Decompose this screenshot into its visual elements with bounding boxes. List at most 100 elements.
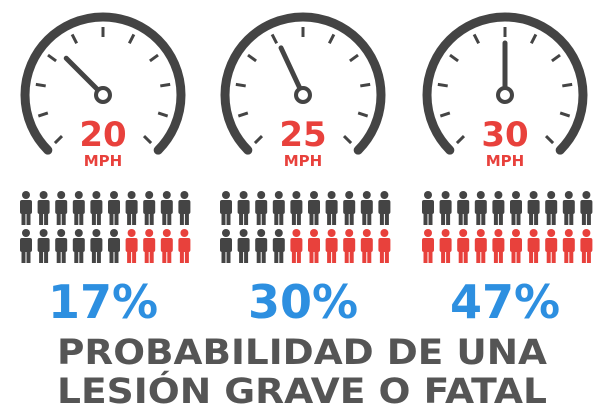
person-leg: [362, 250, 366, 263]
person-leg: [222, 212, 226, 225]
person-head: [275, 191, 283, 199]
person: [55, 191, 67, 225]
person-leg: [367, 250, 371, 263]
person: [563, 229, 575, 263]
person-leg: [227, 250, 231, 263]
person-leg: [529, 250, 533, 263]
person-body: [475, 238, 487, 252]
person-head: [380, 191, 388, 199]
gauge-tick: [474, 34, 479, 43]
person-body: [55, 238, 67, 252]
person-leg: [547, 250, 551, 263]
person-body: [492, 238, 504, 252]
gauge-tick: [531, 34, 536, 43]
person: [492, 191, 504, 225]
person-body: [580, 238, 592, 252]
gauge-tick: [457, 136, 464, 143]
person-body: [178, 238, 190, 252]
person-leg: [79, 250, 83, 263]
person-leg: [385, 212, 389, 225]
person-leg: [345, 250, 349, 263]
gauge-tick: [360, 84, 370, 86]
person: [326, 191, 338, 225]
person-head: [292, 191, 300, 199]
person-head: [292, 229, 300, 237]
person-leg: [350, 250, 354, 263]
person-leg: [115, 212, 119, 225]
person-body: [580, 200, 592, 214]
person: [326, 229, 338, 263]
person-body: [457, 238, 469, 252]
person-body: [178, 200, 190, 214]
person: [238, 229, 250, 263]
person-leg: [262, 212, 266, 225]
person-leg: [297, 250, 301, 263]
person-leg: [547, 212, 551, 225]
person-leg: [587, 212, 591, 225]
person-body: [563, 200, 575, 214]
person-body: [220, 200, 232, 214]
person-leg: [315, 250, 319, 263]
person: [510, 191, 522, 225]
person-leg: [310, 212, 314, 225]
person-head: [424, 191, 432, 199]
person-body: [290, 200, 302, 214]
person: [73, 229, 85, 263]
person-body: [143, 200, 155, 214]
person-leg: [380, 212, 384, 225]
person-head: [547, 229, 555, 237]
person-leg: [424, 212, 428, 225]
person: [492, 229, 504, 263]
person-leg: [92, 250, 96, 263]
person-head: [310, 191, 318, 199]
person-body: [38, 200, 50, 214]
person: [220, 191, 232, 225]
person: [440, 191, 452, 225]
person-leg: [44, 250, 48, 263]
person-leg: [459, 212, 463, 225]
speed: 20: [79, 115, 126, 155]
person-body: [55, 200, 67, 214]
person-head: [310, 229, 318, 237]
person-body: [326, 200, 338, 214]
speed: 25: [279, 115, 326, 155]
person-leg: [97, 250, 101, 263]
person-leg: [459, 250, 463, 263]
person-leg: [97, 212, 101, 225]
panel: 30MPH47%: [422, 17, 592, 329]
person-leg: [227, 212, 231, 225]
speed: 30: [481, 115, 528, 155]
panel: 25MPH30%: [220, 17, 390, 329]
person-body: [73, 238, 85, 252]
person-leg: [239, 212, 243, 225]
person-body: [563, 238, 575, 252]
person-body: [126, 200, 138, 214]
person-body: [143, 238, 155, 252]
person: [545, 229, 557, 263]
person-body: [510, 200, 522, 214]
person: [580, 191, 592, 225]
person-body: [308, 200, 320, 214]
person-head: [328, 191, 336, 199]
person-head: [40, 191, 48, 199]
person: [475, 191, 487, 225]
person: [273, 191, 285, 225]
person-body: [545, 238, 557, 252]
needle-pivot: [498, 88, 512, 102]
person-body: [255, 200, 267, 214]
person-head: [424, 229, 432, 237]
person-head: [363, 229, 371, 237]
person-body: [361, 200, 373, 214]
person-leg: [180, 250, 184, 263]
person-head: [240, 191, 248, 199]
person: [343, 191, 355, 225]
person-body: [220, 238, 232, 252]
person-leg: [244, 250, 248, 263]
person: [308, 229, 320, 263]
person-body: [528, 238, 540, 252]
person-head: [240, 229, 248, 237]
person-head: [477, 191, 485, 199]
person: [220, 229, 232, 263]
gauge-tick: [552, 55, 560, 61]
